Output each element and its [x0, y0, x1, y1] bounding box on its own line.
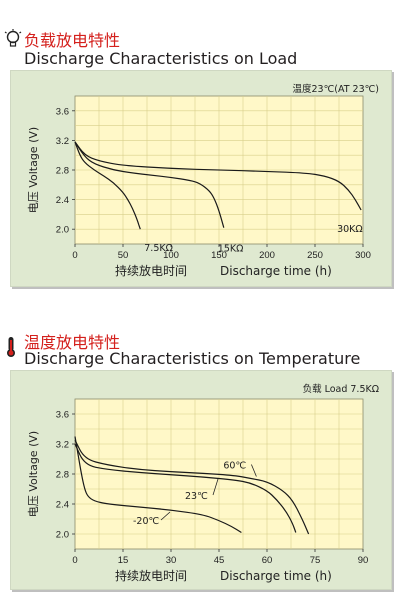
x-axis-label-en: Discharge time (h): [220, 569, 332, 583]
test-condition-label: 负载 Load 7.5KΩ: [302, 384, 379, 395]
series-line: [74, 141, 362, 211]
x-tick-label: 300: [355, 250, 371, 261]
x-tick-label: 0: [72, 555, 77, 566]
x-tick-label: 30: [166, 555, 177, 566]
series-label: 30KΩ: [337, 224, 363, 235]
series-label: -20℃: [133, 516, 160, 527]
section-title-en: Discharge Characteristics on Load: [24, 49, 298, 68]
chart-panel: 温度23℃(AT 23℃) 0 50 100 150 200 250 300 2.0 2.4 2.…: [10, 70, 392, 287]
y-tick-label: 2.8: [56, 166, 69, 177]
series-line: [74, 141, 225, 228]
x-tick-label: 200: [259, 250, 275, 261]
temperature-discharge-chart: 0 15 30 45 60 75 90 2.0 2.4 2.8 3.2 3.6 电压 Voltage (…: [27, 398, 369, 583]
y-tick-label: 2.4: [56, 500, 69, 511]
y-axis-label: 电压 Voltage (V): [27, 127, 40, 213]
x-tick-label: 0: [72, 250, 77, 261]
y-axis-label: 电压 Voltage (V): [27, 431, 40, 517]
load-discharge-chart: 0 50 100 150 200 250 300 2.0 2.4 2.8 3.2 3.6 电压 Volt…: [27, 95, 371, 278]
y-tick-label: 3.6: [56, 106, 69, 117]
series-line: [74, 141, 141, 230]
y-tick-label: 3.2: [56, 136, 69, 147]
thermometer-icon: [7, 337, 15, 357]
chart-panel: 负载 Load 7.5KΩ 0 15 30 45 60 75 90 2.0 2.4 2.8 3.2 3…: [10, 370, 392, 590]
x-tick-label: 100: [163, 250, 179, 261]
series-label: 23℃: [185, 491, 208, 502]
y-tick-label: 2.8: [56, 470, 69, 481]
y-tick-label: 3.2: [56, 440, 69, 451]
temperature-section: 温度放电特性 Discharge Characteristics on Temp…: [0, 300, 400, 600]
x-tick-label: 60: [262, 555, 273, 566]
y-tick-label: 2.0: [56, 225, 69, 236]
x-tick-label: 150: [211, 250, 227, 261]
series-line: [74, 443, 297, 533]
series-label-arrow: [251, 464, 257, 477]
x-tick-label: 45: [214, 555, 225, 566]
test-condition-label: 温度23℃(AT 23℃): [292, 84, 379, 95]
x-axis-label-cn: 持续放电时间: [115, 263, 187, 278]
lightbulb-icon: [4, 29, 22, 47]
series-label: 15KΩ: [218, 244, 244, 255]
series-label-arrow: [160, 511, 171, 521]
x-axis-label-en: Discharge time (h): [220, 264, 332, 278]
x-tick-label: 50: [118, 250, 129, 261]
x-tick-label: 75: [310, 555, 321, 566]
x-tick-label: 90: [358, 555, 369, 566]
load-section: 负载放电特性 Discharge Characteristics on Load…: [4, 29, 392, 287]
series-line: [74, 439, 310, 535]
section-title-en: Discharge Characteristics on Temperature: [24, 349, 361, 368]
series-label-arrow: [212, 478, 219, 496]
x-axis-label-cn: 持续放电时间: [115, 568, 187, 583]
series-label: 60℃: [223, 461, 246, 472]
x-tick-label: 15: [118, 555, 129, 566]
x-tick-label: 250: [307, 250, 323, 261]
section-title-cn: 温度放电特性: [24, 333, 121, 352]
y-tick-label: 2.4: [56, 195, 69, 206]
y-tick-label: 3.6: [56, 410, 69, 421]
series-label: 7.5KΩ: [144, 243, 173, 254]
series-line: [74, 436, 242, 534]
y-tick-label: 2.0: [56, 530, 69, 541]
section-title-cn: 负载放电特性: [24, 31, 121, 50]
